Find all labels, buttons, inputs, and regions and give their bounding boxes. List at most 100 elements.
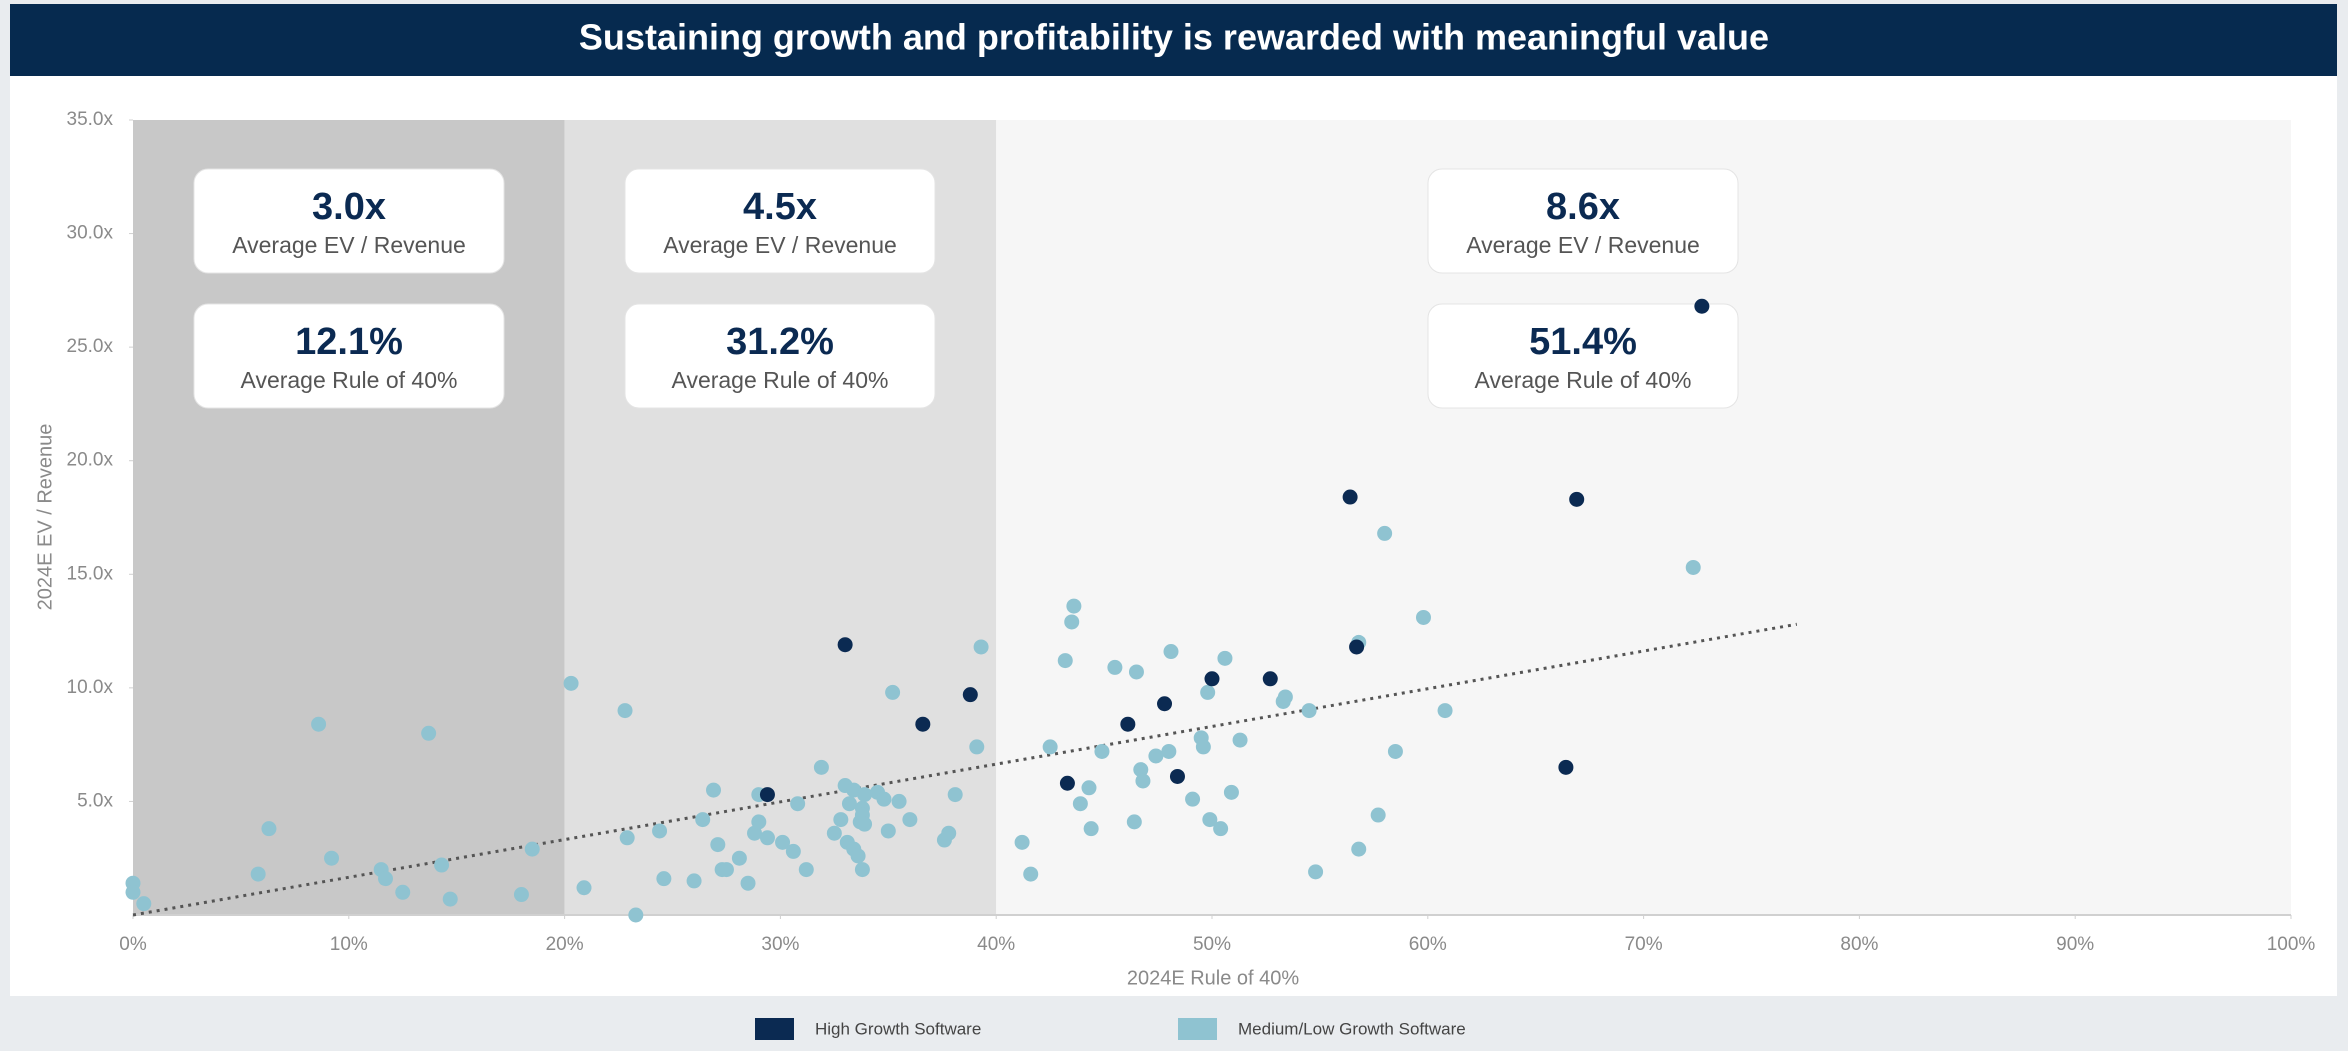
legend-swatch	[755, 1018, 794, 1040]
data-point	[1204, 671, 1220, 687]
data-point	[751, 814, 767, 830]
x-tick-label: 60%	[1409, 934, 1447, 955]
annotation-box	[624, 303, 936, 409]
data-point	[969, 739, 985, 755]
y-tick-label: 25.0x	[67, 336, 114, 357]
data-point	[619, 830, 635, 846]
data-point	[790, 796, 806, 812]
x-tick-label: 10%	[330, 934, 368, 955]
data-point	[798, 862, 814, 878]
data-point	[941, 825, 957, 841]
data-point	[1128, 664, 1144, 680]
data-point	[576, 880, 592, 896]
data-point	[1148, 748, 1164, 764]
title-bar	[10, 4, 2337, 76]
data-point	[1161, 743, 1177, 759]
data-point	[136, 896, 152, 912]
x-tick-label: 80%	[1840, 934, 1878, 955]
data-point	[841, 796, 857, 812]
annotation-value: 12.1%	[295, 321, 403, 363]
data-point	[973, 639, 989, 655]
data-point	[628, 907, 644, 923]
data-point	[740, 875, 756, 891]
y-tick-label: 5.0x	[77, 790, 113, 811]
data-point	[759, 787, 775, 803]
data-point	[1685, 559, 1701, 575]
data-point	[125, 884, 141, 900]
data-point	[377, 871, 393, 887]
annotation-value: 8.6x	[1546, 186, 1620, 228]
data-point	[1370, 807, 1386, 823]
data-point	[1569, 491, 1585, 507]
annotation-caption: Average Rule of 40%	[672, 367, 889, 393]
data-point	[1023, 866, 1039, 882]
data-point	[1694, 298, 1710, 314]
x-tick-label: 20%	[546, 934, 584, 955]
data-point	[1437, 703, 1453, 719]
x-tick-label: 100%	[2267, 934, 2316, 955]
data-point	[656, 871, 672, 887]
data-point	[1232, 732, 1248, 748]
data-point	[1126, 814, 1142, 830]
data-point	[857, 816, 873, 832]
data-point	[250, 866, 266, 882]
data-point	[1157, 696, 1173, 712]
data-point	[1349, 639, 1365, 655]
annotation-caption: Average Rule of 40%	[241, 367, 458, 393]
y-axis-label: 2024E EV / Revenue	[34, 424, 56, 611]
data-point	[1120, 716, 1136, 732]
data-point	[1064, 614, 1080, 630]
y-tick-label: 15.0x	[67, 563, 114, 584]
data-point	[1094, 743, 1110, 759]
annotation-box	[193, 168, 505, 274]
data-point	[311, 716, 327, 732]
legend-label: Medium/Low Growth Software	[1238, 1019, 1466, 1038]
data-point	[891, 793, 907, 809]
data-point	[421, 725, 437, 741]
data-point	[1059, 775, 1075, 791]
data-point	[1301, 703, 1317, 719]
y-tick-label: 10.0x	[67, 677, 114, 698]
legend-swatch	[1178, 1018, 1217, 1040]
data-point	[1342, 489, 1358, 505]
data-point	[1042, 739, 1058, 755]
data-point	[747, 825, 763, 841]
data-point	[1135, 773, 1151, 789]
data-point	[617, 703, 633, 719]
data-point	[324, 850, 340, 866]
trend-line	[132, 622, 1798, 917]
data-point	[833, 812, 849, 828]
data-point	[1558, 759, 1574, 775]
data-point	[1072, 796, 1088, 812]
annotation-box	[1427, 303, 1739, 409]
data-point	[947, 787, 963, 803]
data-point	[1387, 743, 1403, 759]
annotation-value: 51.4%	[1529, 321, 1637, 363]
data-point	[1083, 821, 1099, 837]
data-point	[434, 857, 450, 873]
chart-title: Sustaining growth and profitability is r…	[579, 17, 1769, 58]
data-point	[1169, 768, 1185, 784]
data-point	[395, 884, 411, 900]
data-point	[695, 812, 711, 828]
data-point	[706, 782, 722, 798]
data-point	[1202, 812, 1218, 828]
data-point	[1057, 653, 1073, 669]
x-tick-label: 0%	[119, 934, 147, 955]
data-point	[1066, 598, 1082, 614]
annotation-box	[193, 303, 505, 409]
data-point	[652, 823, 668, 839]
data-point	[962, 687, 978, 703]
data-point	[1277, 689, 1293, 705]
data-point	[442, 891, 458, 907]
data-point	[1351, 841, 1367, 857]
data-point	[1262, 671, 1278, 687]
data-point	[813, 759, 829, 775]
x-axis-label: 2024E Rule of 40%	[1127, 967, 1300, 989]
data-point	[854, 862, 870, 878]
data-point	[1081, 780, 1097, 796]
data-point	[759, 830, 775, 846]
annotation-box	[1427, 168, 1739, 274]
data-point	[513, 887, 529, 903]
